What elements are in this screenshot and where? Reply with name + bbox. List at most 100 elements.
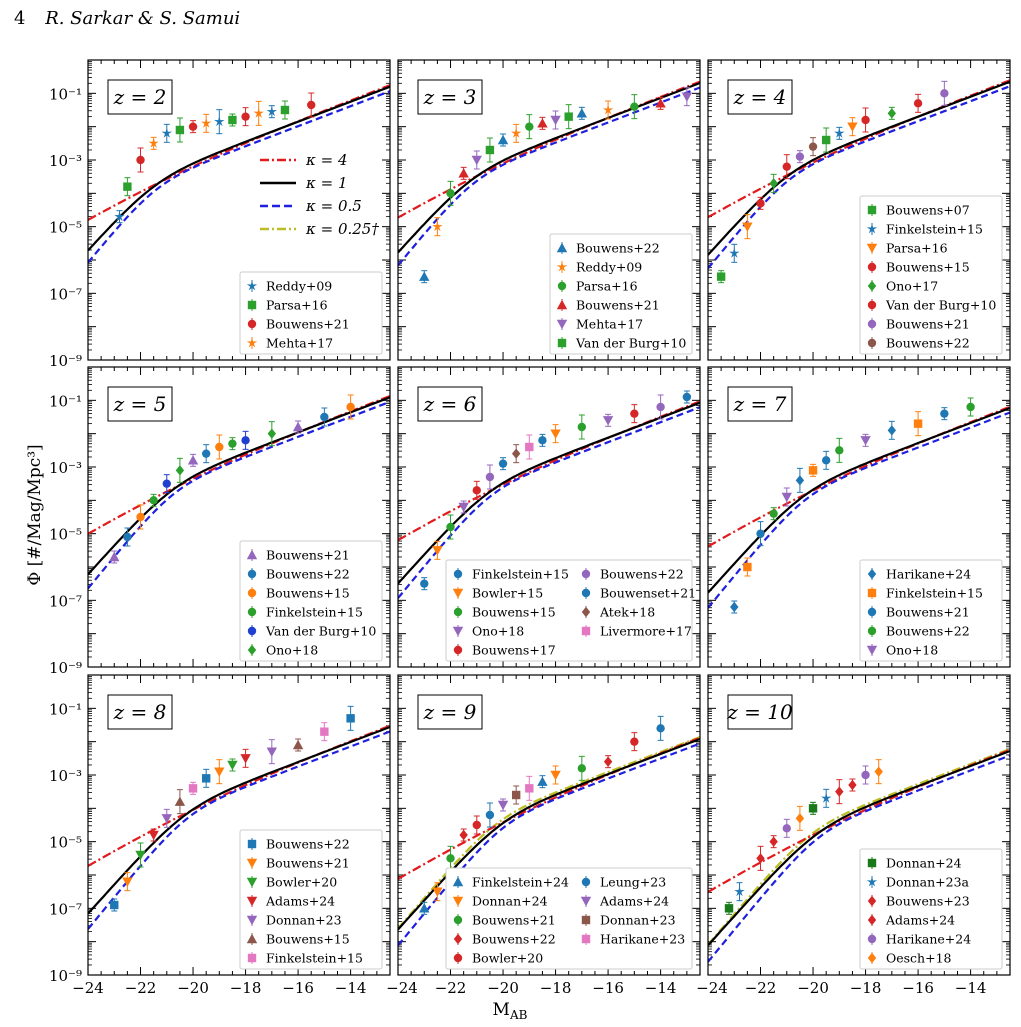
redshift-label: z = 5 <box>107 386 173 422</box>
legend-marker <box>247 626 257 636</box>
curve-kappa-0.25 <box>708 747 1010 946</box>
page-header: 4 R. Sarkar & S. Samui <box>14 8 240 29</box>
legend-entry: Parsa+16 <box>886 241 948 256</box>
data-point <box>681 92 693 102</box>
panel-frame <box>707 366 1011 668</box>
legend-marker <box>867 319 877 329</box>
data-point <box>175 125 185 135</box>
x-tick-label: −20 <box>487 979 519 997</box>
data-point <box>241 112 250 121</box>
legend-marker <box>581 915 591 925</box>
panel-z-8: z = 8 Bouwens+22 Bouwens+21 Bowler+20 Adams+… <box>87 674 391 976</box>
data-point <box>123 182 132 191</box>
curve-kappa-1 <box>88 85 390 252</box>
data-point <box>602 416 614 426</box>
data-point <box>485 810 495 820</box>
x-axis-title: MAB <box>493 1000 528 1022</box>
legend-marker <box>247 839 257 849</box>
legend-entry: Finkelstein+15 <box>266 605 363 620</box>
curve-kappa-1 <box>88 725 390 915</box>
panel-frame <box>397 59 701 361</box>
legend-entry: Van der Burg+10 <box>575 336 686 351</box>
legend-entry: Bouwens+21 <box>266 856 350 871</box>
legend-entry: Harikane+24 <box>886 567 971 582</box>
legend-entry: Bouwens+22 <box>576 241 660 256</box>
x-tick-label: −14 <box>645 979 677 997</box>
legend-entry: Bouwens+21 <box>886 317 970 332</box>
legend-marker <box>247 588 257 598</box>
y-tick-label: 10⁻¹ <box>49 392 82 410</box>
legend-marker <box>581 626 591 636</box>
data-point <box>161 814 172 824</box>
redshift-label-text: z = 5 <box>113 392 167 416</box>
data-point <box>576 108 588 118</box>
data-point <box>110 900 119 910</box>
legend-marker <box>246 896 258 907</box>
redshift-label-text: z = 3 <box>423 85 477 109</box>
legend-entry: Van der Burg+10 <box>885 298 996 313</box>
y-tick-label: 10⁻¹ <box>49 85 82 103</box>
data-point <box>795 152 805 161</box>
legend-entry: Donnan+24 <box>886 856 962 871</box>
legend-entry: Oesch+18 <box>886 951 952 966</box>
curve-kappa-0.5 <box>398 86 700 267</box>
legend-entry: Adams+24 <box>599 894 669 909</box>
legend-entry: Bouwens+15 <box>266 586 350 601</box>
data-point <box>459 829 468 841</box>
legend-entry: Bouwens+22 <box>600 567 684 582</box>
legend-marker <box>246 933 258 944</box>
data-point <box>292 739 304 750</box>
y-tick-label: 10⁻⁷ <box>49 592 82 610</box>
legend-marker <box>867 952 877 964</box>
redshift-label: z = 4 <box>727 79 793 115</box>
data-point <box>228 115 237 125</box>
legend-marker <box>557 338 567 348</box>
legend-entry: Bouwens+15 <box>472 605 556 620</box>
y-tick-label: 10⁻⁷ <box>49 900 82 918</box>
legend-entry: Ono+18 <box>472 624 524 639</box>
y-tick-label: 10⁻⁹ <box>49 659 82 677</box>
data-point <box>821 456 831 465</box>
data-point <box>161 127 172 138</box>
legend-marker <box>556 299 568 310</box>
series-legend: Donnan+24 Donnan+23a Bouwens+23 Adams+24 Har… <box>859 848 1003 970</box>
y-tick-label: 10⁻⁵ <box>49 834 82 852</box>
data-point <box>821 792 832 803</box>
series-legend: Finkelstein+24 Donnan+24 Bouwens+21 Bouwens… <box>445 867 693 970</box>
model-legend-label: κ = 0.25† <box>305 220 379 238</box>
curve-kappa-1 <box>708 406 1010 594</box>
legend-entry: Bouwens+22 <box>886 336 970 351</box>
data-point <box>730 601 739 613</box>
curve-kappa-0.5 <box>88 90 390 264</box>
panel-z-10: z = 10 Donnan+24 Donnan+23a Bouwens+23 Adams… <box>707 674 1011 976</box>
redshift-label: z = 8 <box>107 694 173 730</box>
redshift-label-text: z = 6 <box>423 392 477 416</box>
data-point <box>267 428 277 439</box>
legend-entry: Mehta+17 <box>576 317 643 332</box>
redshift-label-text: z = 9 <box>423 700 477 724</box>
data-point <box>887 425 897 436</box>
data-point <box>511 127 522 138</box>
legend-marker <box>581 588 591 598</box>
curve-kappa-0.5 <box>88 730 390 930</box>
data-point <box>577 764 587 773</box>
curve-kappa-4 <box>398 736 700 880</box>
data-point <box>175 465 185 476</box>
legend-marker <box>246 280 258 291</box>
legend-marker <box>866 876 878 887</box>
legend-marker <box>453 915 463 925</box>
x-tick-label: −16 <box>592 979 624 997</box>
data-point <box>458 168 469 178</box>
data-point <box>162 479 171 488</box>
legend-marker <box>246 877 258 888</box>
legend-marker <box>867 895 877 907</box>
redshift-label: z = 7 <box>727 386 793 422</box>
data-point <box>420 579 429 588</box>
legend-entry: Adams+24 <box>265 894 335 909</box>
curve-kappa-1 <box>398 81 700 254</box>
legend-marker <box>866 223 878 234</box>
data-point <box>148 137 159 148</box>
series-legend: Harikane+24 Finkelstein+15 Bouwens+21 Bouwe… <box>859 559 1003 662</box>
x-tick-label: −22 <box>125 979 157 997</box>
